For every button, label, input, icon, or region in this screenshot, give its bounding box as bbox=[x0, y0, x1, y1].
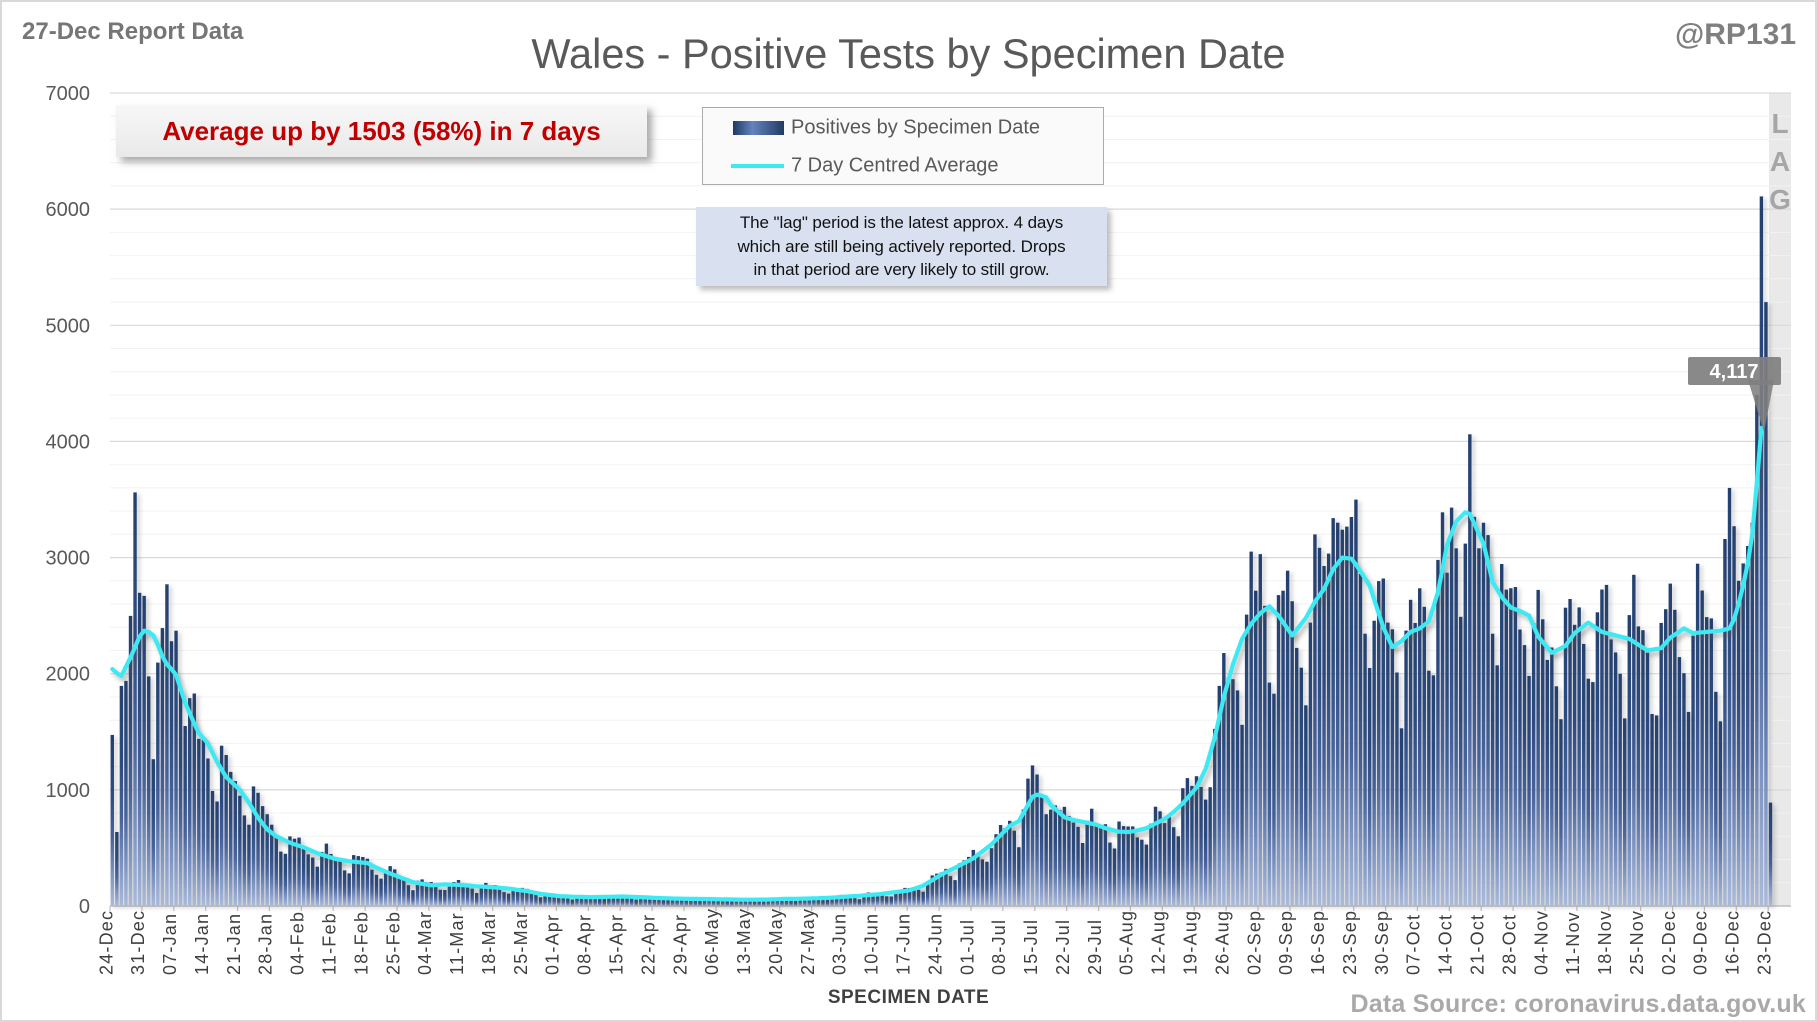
svg-text:04-Nov: 04-Nov bbox=[1531, 910, 1551, 975]
svg-text:13-May: 13-May bbox=[734, 908, 754, 975]
svg-text:01-Jul: 01-Jul bbox=[957, 919, 977, 975]
svg-text:05-Aug: 05-Aug bbox=[1117, 910, 1137, 975]
svg-text:21-Oct: 21-Oct bbox=[1468, 914, 1488, 975]
svg-text:03-Jun: 03-Jun bbox=[830, 913, 850, 975]
svg-text:29-Jul: 29-Jul bbox=[1085, 919, 1105, 975]
svg-text:19-Aug: 19-Aug bbox=[1181, 910, 1201, 975]
svg-text:0: 0 bbox=[79, 896, 90, 918]
svg-text:11-Feb: 11-Feb bbox=[320, 912, 340, 975]
svg-text:11-Nov: 11-Nov bbox=[1563, 911, 1583, 975]
svg-text:04-Mar: 04-Mar bbox=[415, 911, 435, 975]
svg-text:25-Feb: 25-Feb bbox=[383, 911, 403, 975]
svg-text:26-Aug: 26-Aug bbox=[1212, 910, 1232, 975]
svg-text:14-Oct: 14-Oct bbox=[1436, 914, 1456, 975]
svg-text:2000: 2000 bbox=[46, 664, 91, 686]
svg-text:6000: 6000 bbox=[46, 199, 91, 221]
svg-text:12-Aug: 12-Aug bbox=[1149, 910, 1169, 975]
svg-text:L: L bbox=[1771, 108, 1788, 139]
svg-text:15-Jul: 15-Jul bbox=[1021, 919, 1041, 975]
svg-text:15-Apr: 15-Apr bbox=[607, 914, 627, 975]
svg-text:07-Oct: 07-Oct bbox=[1404, 914, 1424, 975]
svg-text:16-Sep: 16-Sep bbox=[1308, 910, 1328, 975]
svg-text:06-May: 06-May bbox=[702, 908, 722, 975]
svg-text:18-Mar: 18-Mar bbox=[479, 911, 499, 975]
svg-text:28-Oct: 28-Oct bbox=[1499, 914, 1519, 975]
svg-text:01-Apr: 01-Apr bbox=[543, 914, 563, 975]
svg-text:29-Apr: 29-Apr bbox=[670, 914, 690, 975]
svg-text:10-Jun: 10-Jun bbox=[862, 913, 882, 975]
svg-text:24-Jun: 24-Jun bbox=[925, 913, 945, 975]
svg-text:18-Feb: 18-Feb bbox=[351, 911, 371, 975]
svg-text:08-Apr: 08-Apr bbox=[575, 914, 595, 975]
svg-text:28-Jan: 28-Jan bbox=[256, 913, 276, 975]
svg-text:07-Jan: 07-Jan bbox=[160, 913, 180, 975]
svg-text:17-Jun: 17-Jun bbox=[894, 913, 914, 975]
svg-text:08-Jul: 08-Jul bbox=[989, 919, 1009, 975]
svg-text:11-Mar: 11-Mar bbox=[447, 912, 467, 975]
svg-text:22-Apr: 22-Apr bbox=[638, 914, 658, 975]
svg-text:A: A bbox=[1770, 146, 1790, 177]
svg-text:18-Nov: 18-Nov bbox=[1595, 910, 1615, 975]
svg-text:31-Dec: 31-Dec bbox=[128, 910, 148, 975]
svg-text:G: G bbox=[1769, 184, 1791, 215]
svg-text:02-Sep: 02-Sep bbox=[1244, 910, 1264, 975]
svg-text:21-Jan: 21-Jan bbox=[224, 913, 244, 975]
svg-text:30-Sep: 30-Sep bbox=[1372, 910, 1392, 975]
svg-text:4,117: 4,117 bbox=[1710, 361, 1759, 383]
svg-text:09-Sep: 09-Sep bbox=[1276, 910, 1296, 975]
svg-text:24-Dec: 24-Dec bbox=[96, 910, 116, 975]
svg-text:4000: 4000 bbox=[46, 431, 91, 453]
svg-text:20-May: 20-May bbox=[766, 908, 786, 975]
svg-text:25-Mar: 25-Mar bbox=[511, 911, 531, 975]
svg-text:22-Jul: 22-Jul bbox=[1053, 919, 1073, 975]
svg-text:02-Dec: 02-Dec bbox=[1659, 910, 1679, 975]
svg-text:5000: 5000 bbox=[46, 315, 91, 337]
svg-text:09-Dec: 09-Dec bbox=[1691, 910, 1711, 975]
svg-text:14-Jan: 14-Jan bbox=[192, 913, 212, 975]
svg-text:16-Dec: 16-Dec bbox=[1723, 910, 1743, 975]
svg-text:25-Nov: 25-Nov bbox=[1627, 910, 1647, 975]
svg-text:04-Feb: 04-Feb bbox=[288, 911, 308, 975]
svg-text:27-May: 27-May bbox=[798, 908, 818, 975]
svg-text:23-Sep: 23-Sep bbox=[1340, 910, 1360, 975]
svg-text:1000: 1000 bbox=[46, 780, 91, 802]
svg-text:3000: 3000 bbox=[46, 548, 91, 570]
svg-text:7000: 7000 bbox=[46, 83, 91, 105]
svg-text:23-Dec: 23-Dec bbox=[1755, 910, 1775, 975]
